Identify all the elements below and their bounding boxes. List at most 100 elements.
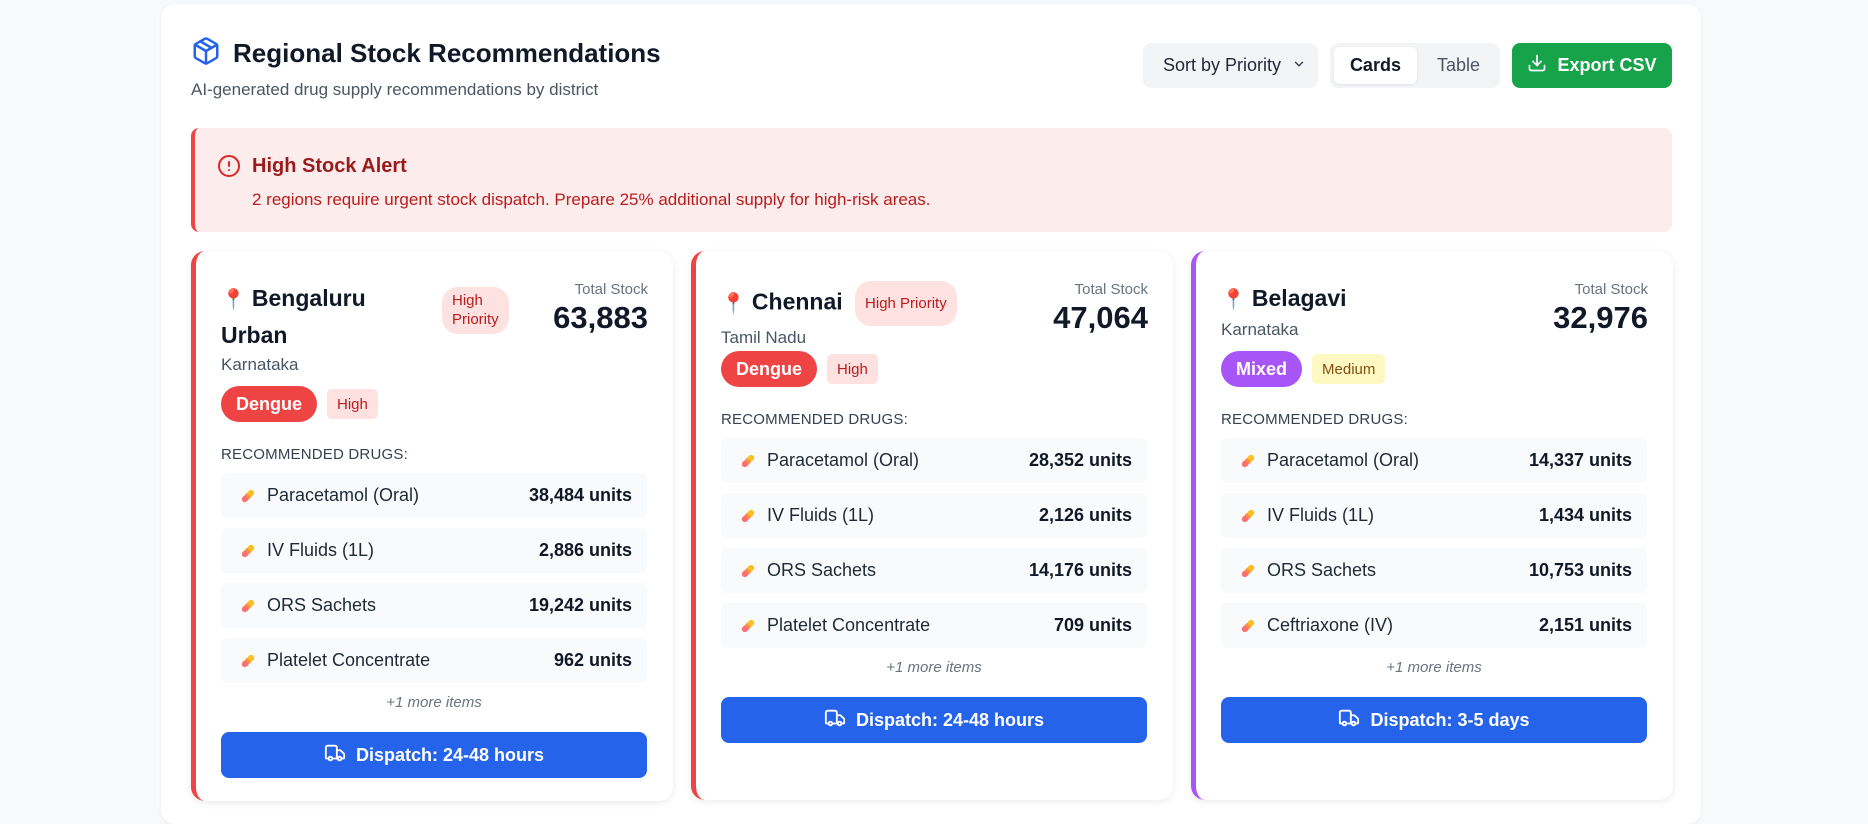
dispatch-label: Dispatch: 3-5 days [1370,709,1530,730]
more-items-link[interactable]: +1 more items [886,659,982,676]
pill-icon [239,542,257,560]
drug-units: 19,242 units [528,595,632,615]
recommended-drugs-label: RECOMMENDED DRUGS: [221,446,408,463]
dispatch-button[interactable]: Dispatch: 24-48 hours [721,697,1147,743]
drug-units: 2,886 units [538,540,632,560]
total-stock: Total Stock 32,976 [1553,281,1648,336]
drug-name: Paracetamol (Oral) [1267,450,1420,470]
drug-name: Paracetamol (Oral) [767,450,920,470]
drug-name: Ceftriaxone (IV) [1267,615,1394,635]
drug-units: 10,753 units [1528,560,1632,580]
drug-row: Paracetamol (Oral) 28,352 units [721,438,1147,483]
drug-units: 14,176 units [1028,560,1132,580]
drug-list: Paracetamol (Oral) 28,352 units IV Fluid… [721,438,1147,658]
disease-tag: Mixed [1221,351,1303,387]
region-name: 📍 Belagavi [1221,285,1347,311]
drug-name: ORS Sachets [1267,560,1377,580]
pill-icon [239,597,257,615]
card-header: 📍 Bengaluru Urban Karnataka High Priority T… [221,281,648,374]
pin-icon: 📍 [1221,289,1246,311]
drug-row: IV Fluids (1L) 2,126 units [721,493,1147,538]
drug-units: 2,126 units [1038,505,1132,525]
drug-units: 709 units [1053,615,1132,635]
drug-units: 962 units [553,650,632,670]
pill-icon [739,507,757,525]
drug-list: Paracetamol (Oral) 14,337 units IV Fluid… [1221,438,1647,658]
pill-icon [1239,617,1257,635]
total-stock-label: Total Stock [574,281,648,298]
drug-list: Paracetamol (Oral) 38,484 units IV Fluid… [221,473,647,693]
page-title: Regional Stock Recommendations [233,38,661,68]
severity-tag: High [827,354,878,384]
drug-row: Paracetamol (Oral) 38,484 units [221,473,647,518]
region-card-chennai[interactable]: 📍 Chennai High Priority Tamil Nadu Total … [691,251,1173,800]
priority-badge: High Priority [442,287,509,334]
view-toggle: Cards Table [1329,43,1500,88]
total-stock-value: 63,883 [553,300,648,335]
drug-name: IV Fluids (1L) [767,505,875,525]
page-header: Regional Stock Recommendations [191,36,661,71]
pill-icon [1239,452,1257,470]
total-stock-value: 32,976 [1553,300,1648,335]
pill-icon [739,452,757,470]
page-subtitle: AI-generated drug supply recommendations… [191,80,599,99]
package-icon [191,36,221,71]
region-state: Karnataka [1221,320,1299,339]
card-header: 📍 Belagavi Karnataka Total Stock 32,976 [1221,281,1648,361]
stock-recommendations-panel: Regional Stock Recommendations AI-genera… [161,4,1701,824]
drug-row: Platelet Concentrate 709 units [721,603,1147,648]
alert-text: 2 regions require urgent stock dispatch.… [252,190,931,209]
severity-tag: Medium [1312,354,1386,384]
region-state: Karnataka [221,355,299,374]
drug-units: 38,484 units [528,485,632,505]
alert-circle-icon [217,154,241,178]
pill-icon [239,487,257,505]
dispatch-label: Dispatch: 24-48 hours [855,709,1045,730]
drug-name: ORS Sachets [767,560,877,580]
view-table-button[interactable]: Table [1436,55,1480,75]
region-card-bengaluru-urban[interactable]: 📍 Bengaluru Urban Karnataka High Priority T… [191,251,673,801]
disease-tag: Dengue [221,386,318,422]
pin-icon: 📍 [221,289,246,311]
total-stock-label: Total Stock [1574,281,1648,298]
drug-units: 1,434 units [1538,505,1632,525]
more-items-link[interactable]: +1 more items [386,694,482,711]
export-csv-button[interactable]: Export CSV [1512,43,1672,88]
export-csv-label: Export CSV [1557,55,1657,75]
card-header: 📍 Chennai High Priority Tamil Nadu Total … [721,281,1148,361]
drug-name: Platelet Concentrate [767,615,931,635]
drug-row: Paracetamol (Oral) 14,337 units [1221,438,1647,483]
priority-badge: High Priority [855,281,957,326]
pill-icon [1239,562,1257,580]
drug-row: IV Fluids (1L) 1,434 units [1221,493,1647,538]
card-tags: Mixed Medium [1221,351,1386,387]
more-items-link[interactable]: +1 more items [1386,659,1482,676]
pin-icon: 📍 [721,292,746,315]
drug-units: 14,337 units [1528,450,1632,470]
drug-units: 28,352 units [1028,450,1132,470]
drug-name: IV Fluids (1L) [267,540,375,560]
region-state: Tamil Nadu [721,328,807,347]
download-icon [1527,53,1547,78]
truck-icon [324,742,346,769]
drug-name: Platelet Concentrate [267,650,431,670]
dispatch-button[interactable]: Dispatch: 24-48 hours [221,732,647,778]
high-stock-alert: High Stock Alert 2 regions require urgen… [191,128,1672,232]
card-tags: Dengue High [221,386,378,422]
drug-row: Ceftriaxone (IV) 2,151 units [1221,603,1647,648]
total-stock-value: 47,064 [1053,300,1148,335]
pill-icon [1239,507,1257,525]
sort-select-label: Sort by Priority [1162,55,1281,75]
view-cards-button[interactable]: Cards [1333,47,1417,84]
dispatch-button[interactable]: Dispatch: 3-5 days [1221,697,1647,743]
truck-icon [1338,707,1360,734]
drug-name: Paracetamol (Oral) [267,485,420,505]
region-card-belagavi[interactable]: 📍 Belagavi Karnataka Total Stock 32,976 M… [1191,251,1673,800]
region-name: 📍 Chennai High Priority [721,281,1148,326]
drug-name: ORS Sachets [267,595,377,615]
truck-icon [824,707,846,734]
drug-row: ORS Sachets 10,753 units [1221,548,1647,593]
sort-select[interactable]: Sort by Priority [1142,43,1318,88]
pill-icon [239,652,257,670]
pill-icon [739,562,757,580]
